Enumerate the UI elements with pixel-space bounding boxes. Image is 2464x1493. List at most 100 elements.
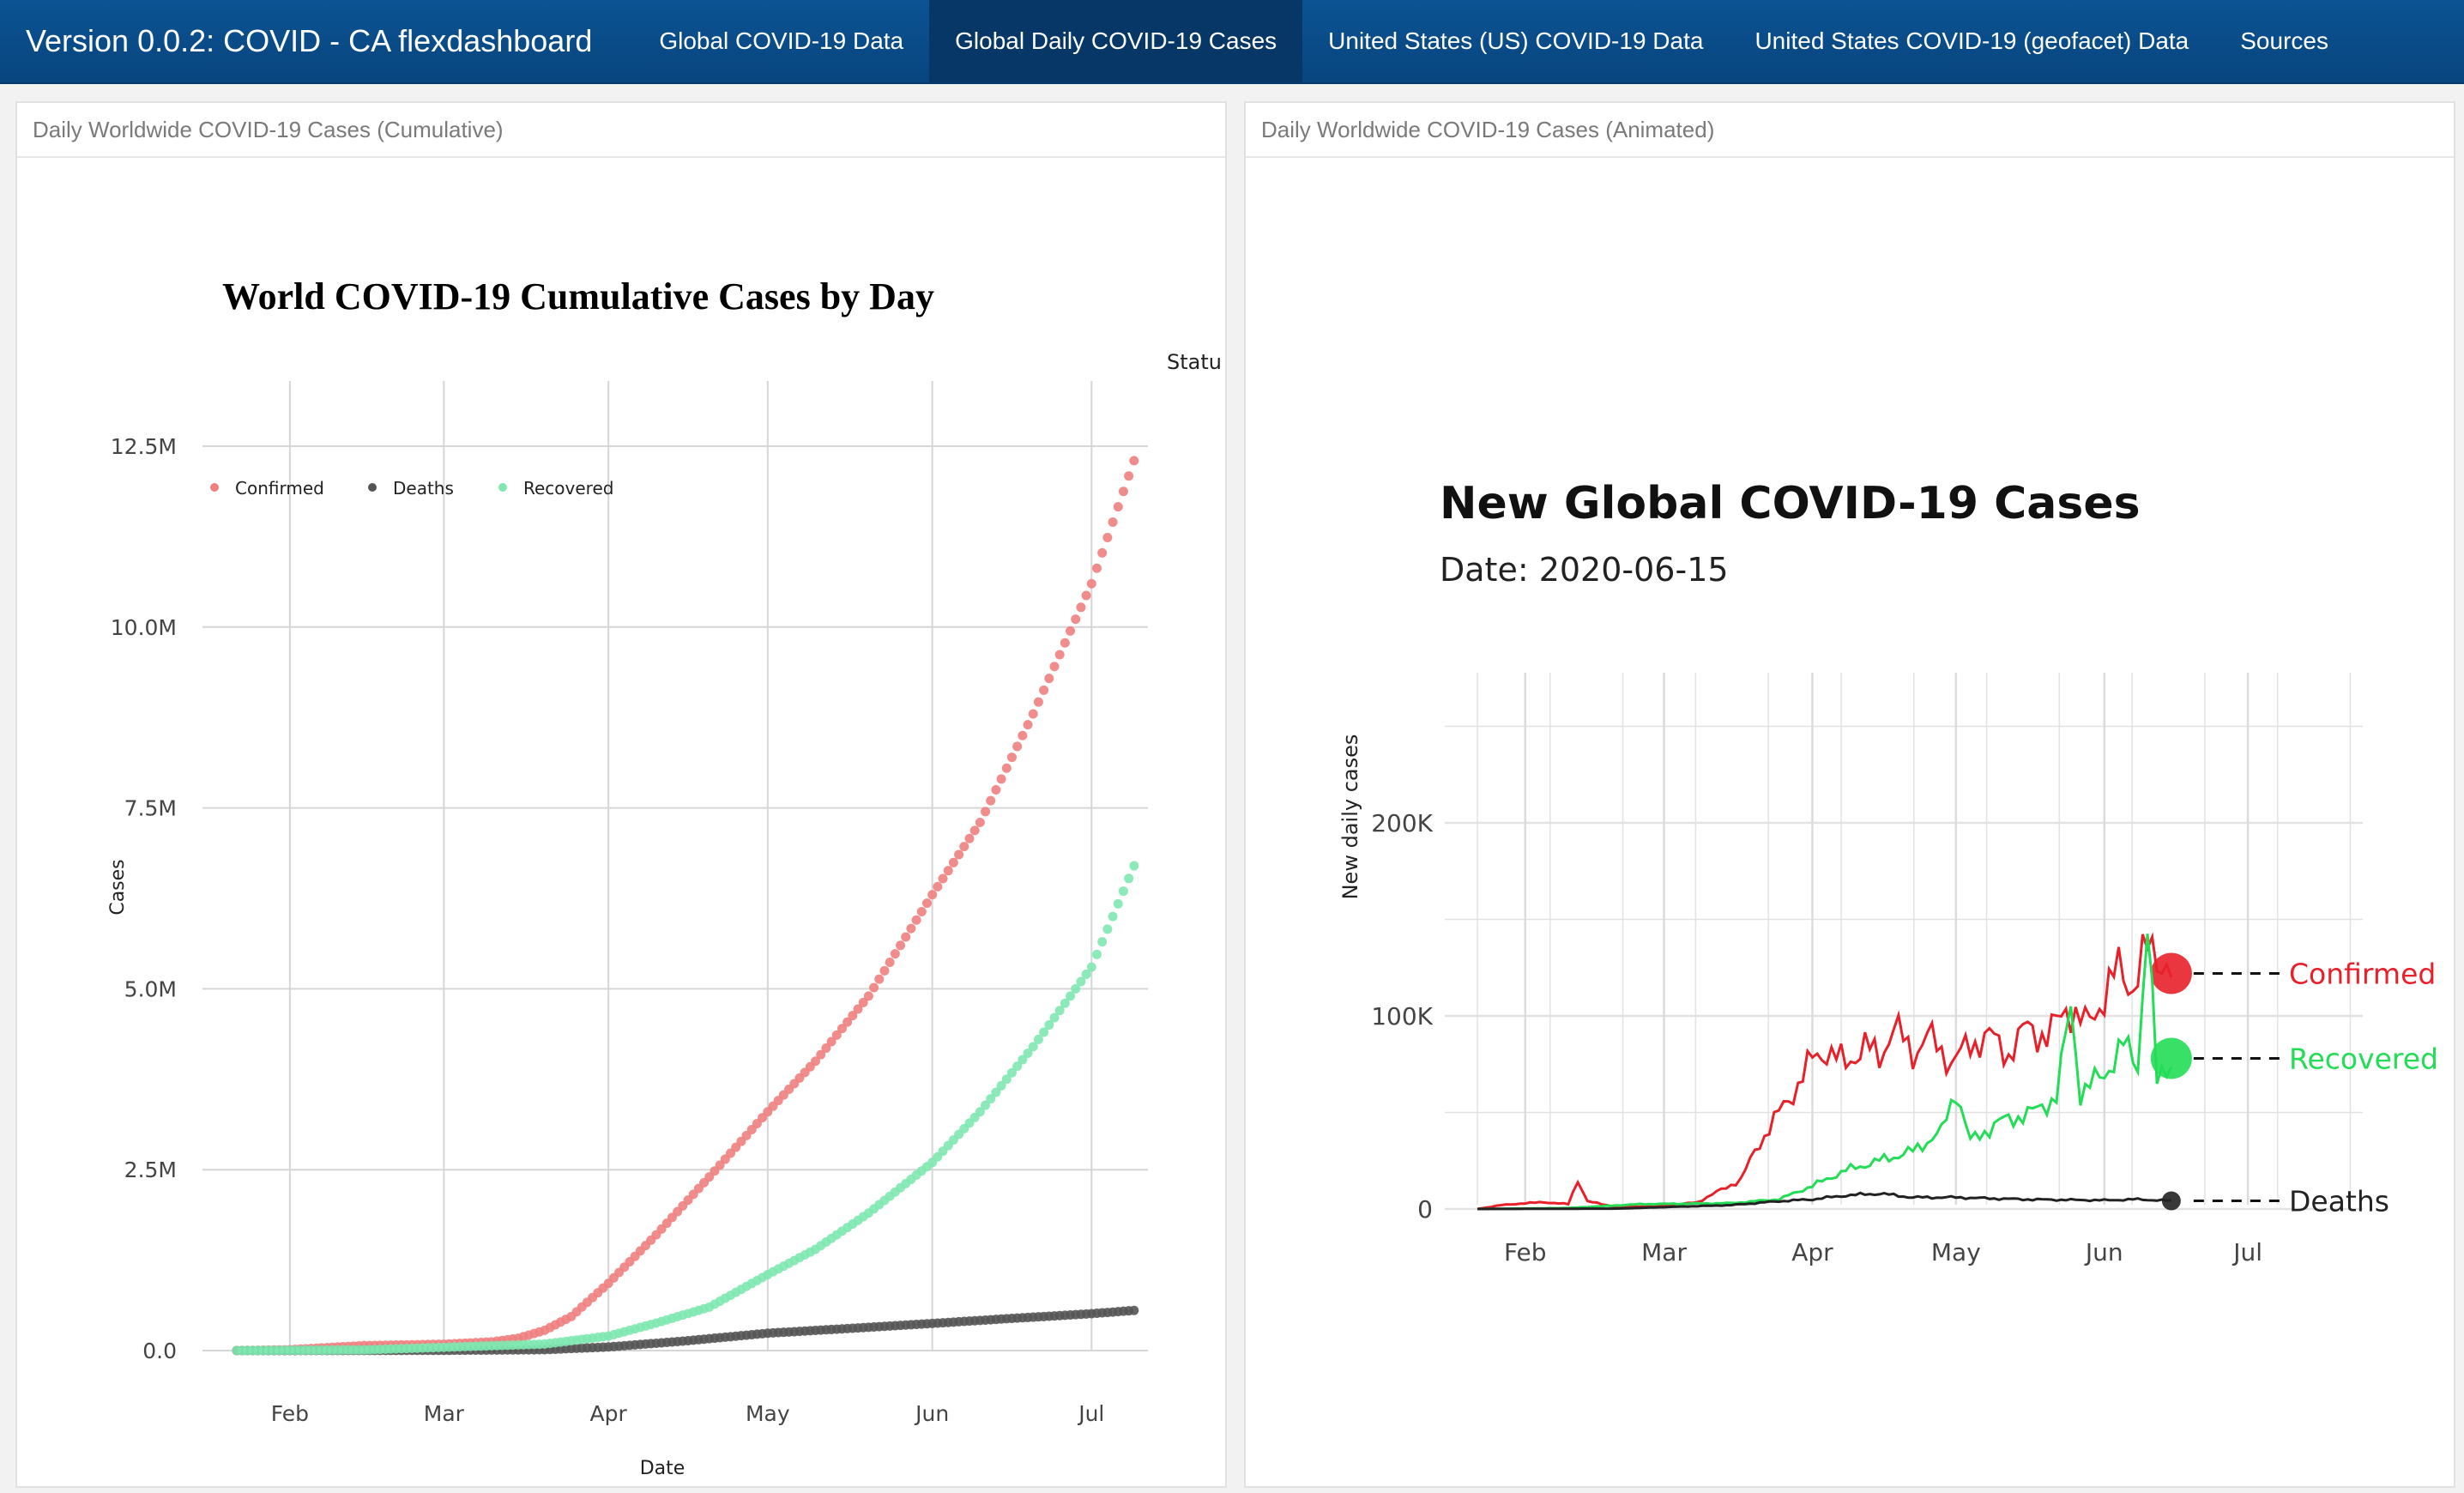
x-tick-label: Feb xyxy=(271,1401,309,1426)
data-point xyxy=(1049,662,1060,672)
data-point xyxy=(1006,753,1017,763)
data-point xyxy=(816,1049,826,1060)
data-point xyxy=(911,915,921,925)
series-recovered: Recovered xyxy=(1477,934,2438,1211)
data-point xyxy=(1033,697,1043,707)
data-point xyxy=(1118,487,1128,497)
series-confirmed xyxy=(232,456,1139,1356)
y-tick-label: 0.0 xyxy=(142,1339,177,1363)
data-point xyxy=(821,1043,831,1054)
x-axis-label: Date xyxy=(640,1458,685,1479)
legend-label: Confirmed xyxy=(235,478,324,499)
data-point xyxy=(811,1056,821,1067)
y-tick-label: 2.5M xyxy=(124,1158,177,1182)
data-point xyxy=(927,890,938,900)
data-point xyxy=(836,1024,847,1034)
animated-cases-panel: Daily Worldwide COVID-19 Cases (Animated… xyxy=(1244,101,2455,1488)
new-daily-cases-chart: New Global COVID-19 Cases Date: 2020-06-1… xyxy=(1338,478,2438,1266)
series-line xyxy=(1477,1191,2172,1211)
data-point xyxy=(1102,532,1113,542)
data-point xyxy=(1108,517,1118,528)
chart-title: New Global COVID-19 Cases xyxy=(1440,478,2141,529)
data-point xyxy=(1102,924,1113,934)
tab-us-geofacet-data[interactable]: United States COVID-19 (geofacet) Data xyxy=(1754,27,2189,54)
data-point xyxy=(1044,1020,1054,1031)
end-label: Recovered xyxy=(2289,1043,2438,1076)
data-point xyxy=(1124,471,1134,481)
end-label: Deaths xyxy=(2289,1185,2389,1218)
data-point xyxy=(991,785,1001,795)
legend-label: Deaths xyxy=(393,478,454,499)
end-label: Confirmed xyxy=(2289,958,2436,991)
data-point xyxy=(969,825,980,836)
y-tick-label: 12.5M xyxy=(111,434,177,459)
data-point xyxy=(1129,861,1139,871)
data-point xyxy=(1028,1042,1038,1052)
data-point xyxy=(1097,937,1108,947)
data-point xyxy=(1071,983,1081,994)
y-axis-label: Cases xyxy=(107,859,129,915)
data-point xyxy=(1049,1012,1060,1023)
data-point xyxy=(1060,638,1070,648)
y-tick-label: 100K xyxy=(1371,1002,1433,1031)
tab-global-daily-cases[interactable]: Global Daily COVID-19 Cases xyxy=(929,0,1303,82)
data-point xyxy=(853,1004,863,1014)
data-point xyxy=(879,965,890,976)
x-tick-label: Jun xyxy=(2084,1238,2123,1266)
data-point xyxy=(863,991,873,1001)
data-point xyxy=(848,1011,858,1021)
data-point xyxy=(1012,1061,1023,1072)
data-point xyxy=(933,881,943,892)
data-point xyxy=(1091,563,1102,573)
data-point xyxy=(1039,685,1049,695)
data-point xyxy=(1060,998,1070,1008)
x-tick-label: Mar xyxy=(1641,1238,1687,1266)
data-point xyxy=(1001,763,1012,773)
data-point xyxy=(964,833,975,843)
x-tick-label: May xyxy=(1931,1238,1981,1266)
data-point xyxy=(1054,1006,1065,1016)
data-point xyxy=(1033,1034,1043,1044)
y-tick-label: 7.5M xyxy=(124,796,177,821)
data-point xyxy=(981,807,991,817)
data-point xyxy=(921,898,932,909)
x-tick-label: Feb xyxy=(1504,1238,1547,1266)
data-point xyxy=(869,982,879,993)
data-point xyxy=(906,923,916,934)
data-point xyxy=(901,932,911,942)
x-tick-label: May xyxy=(746,1401,790,1426)
series-line xyxy=(1477,934,2173,1211)
data-point xyxy=(890,949,900,959)
data-point xyxy=(1091,949,1102,959)
data-point xyxy=(1129,1305,1139,1315)
y-tick-label: 10.0M xyxy=(111,615,177,640)
data-point xyxy=(1086,578,1096,589)
data-point xyxy=(1018,730,1028,740)
end-marker xyxy=(2150,952,2192,994)
tab-global-covid-data[interactable]: Global COVID-19 Data xyxy=(659,27,904,54)
data-point xyxy=(896,940,906,951)
x-tick-label: Jul xyxy=(2231,1238,2262,1266)
data-point xyxy=(1113,502,1123,512)
data-point xyxy=(1018,1055,1028,1065)
tab-us-covid-data[interactable]: United States (US) COVID-19 Data xyxy=(1328,27,1704,54)
y-tick-label: 200K xyxy=(1371,809,1433,837)
x-tick-label: Jun xyxy=(914,1401,949,1426)
x-tick-label: Apr xyxy=(590,1401,628,1426)
data-point xyxy=(1023,720,1033,730)
data-point xyxy=(1124,873,1134,884)
cumulative-cases-panel: Daily Worldwide COVID-19 Cases (Cumulati… xyxy=(15,101,1227,1488)
data-point xyxy=(1113,898,1123,909)
data-point xyxy=(826,1037,836,1047)
data-point xyxy=(948,857,958,867)
legend-label: Recovered xyxy=(523,478,613,499)
x-tick-label: Mar xyxy=(424,1401,465,1426)
navbar: Version 0.0.2: COVID - CA flexdashboard … xyxy=(0,0,2464,84)
dashboard-title[interactable]: Version 0.0.2: COVID - CA flexdashboard xyxy=(26,23,593,58)
data-point xyxy=(938,873,948,884)
data-point xyxy=(1006,1067,1017,1078)
tab-sources[interactable]: Sources xyxy=(2240,27,2328,54)
data-point xyxy=(981,1100,991,1110)
data-point xyxy=(986,795,996,806)
series-confirmed: Confirmed xyxy=(1477,932,2436,1211)
